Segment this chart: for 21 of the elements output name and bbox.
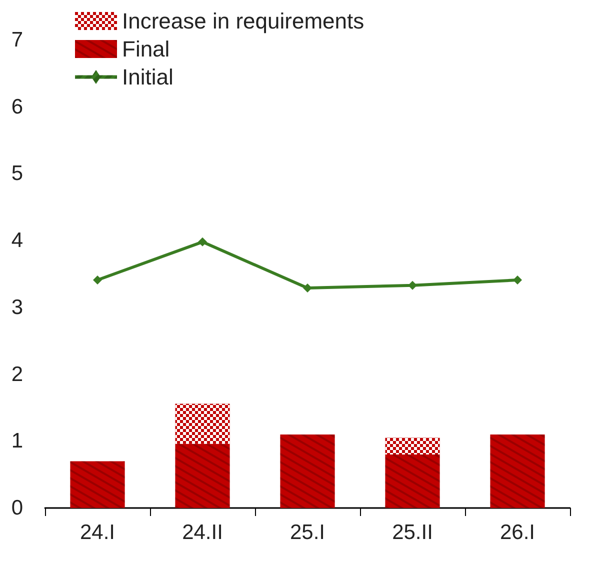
legend-label: Final (122, 36, 170, 62)
x-tick-label: 24.I (80, 521, 116, 544)
y-tick-label: 6 (11, 95, 23, 118)
y-tick-label: 7 (11, 28, 23, 52)
x-tick-label: 25.II (392, 521, 433, 544)
y-tick-label: 1 (11, 430, 23, 453)
point (198, 237, 207, 246)
y-tick-label: 0 (11, 496, 23, 520)
legend-label: Initial (122, 64, 174, 90)
point (303, 284, 312, 293)
x-tick-label: 24.II (182, 521, 223, 544)
point (513, 276, 522, 285)
legend-label: Increase in requirements (122, 8, 364, 34)
y-tick-label: 2 (11, 362, 23, 386)
x-tick-label: 25.I (290, 521, 326, 544)
y-tick-label: 5 (11, 162, 23, 186)
x-tick-label: 26.I (500, 521, 536, 544)
point (408, 280, 417, 290)
y-tick-label: 4 (11, 229, 24, 252)
y-tick-label: 3 (11, 296, 23, 319)
point (93, 276, 102, 285)
